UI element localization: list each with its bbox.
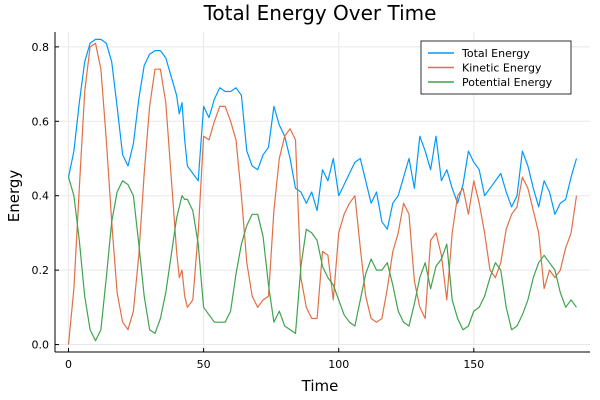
legend-label: Total Energy xyxy=(461,47,530,60)
x-tick-label: 50 xyxy=(197,358,211,371)
series-layer xyxy=(67,38,578,345)
y-tick-label: 0.6 xyxy=(32,115,50,128)
x-axis-label: Time xyxy=(301,377,339,395)
legend-label: Potential Energy xyxy=(462,76,553,89)
series-line-potential-energy xyxy=(67,176,577,342)
y-tick-label: 0.0 xyxy=(32,339,50,352)
y-tick-label: 0.8 xyxy=(32,41,50,54)
y-tick-label: 0.4 xyxy=(32,190,50,203)
axes xyxy=(54,32,590,353)
y-axis-label: Energy xyxy=(5,170,23,223)
x-tick-label: 100 xyxy=(328,358,349,371)
series-line-total-energy xyxy=(67,38,578,230)
x-tick-label: 150 xyxy=(463,358,484,371)
legend-label: Kinetic Energy xyxy=(462,62,542,75)
y-tick-label: 0.2 xyxy=(32,264,50,277)
x-tick-label: 0 xyxy=(65,358,72,371)
series-line-kinetic-energy xyxy=(67,42,578,345)
chart-title: Total Energy Over Time xyxy=(203,1,437,25)
tick-labels: 0 50 100 150 0.0 0.2 0.4 0.6 0.8 xyxy=(32,41,485,371)
